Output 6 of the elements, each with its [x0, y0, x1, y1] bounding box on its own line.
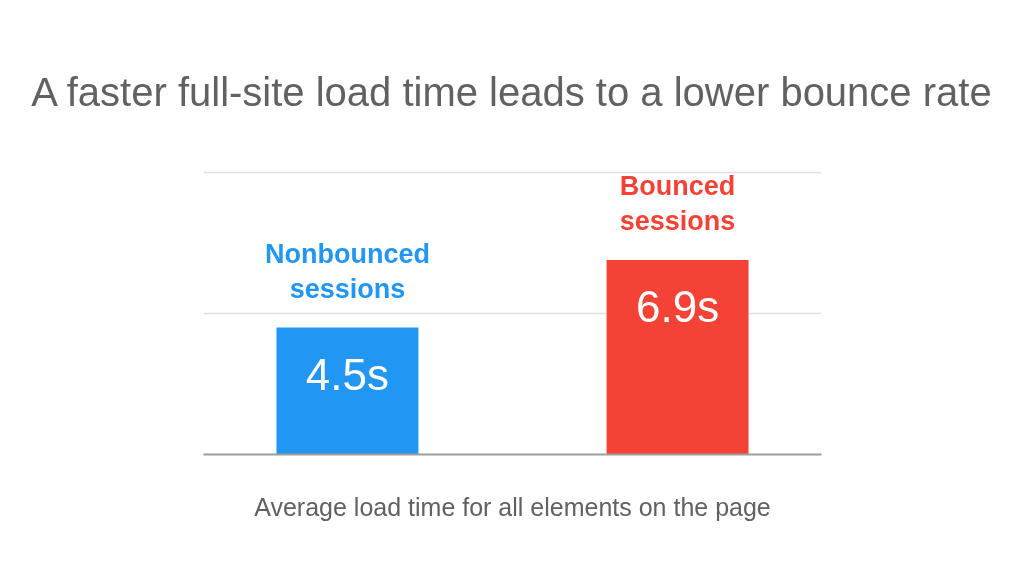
x-tick-label: Bounced sessions	[619, 171, 736, 236]
x-tick-label: Nonbounced sessions	[264, 239, 430, 304]
data-label: 6.9s	[635, 282, 720, 332]
data-label: 4.5s	[305, 350, 390, 400]
x-axis-title: Average load time for all elements on the page	[254, 492, 771, 521]
chart-title: A faster full-site load time leads to a lower bounce rate	[31, 69, 992, 114]
